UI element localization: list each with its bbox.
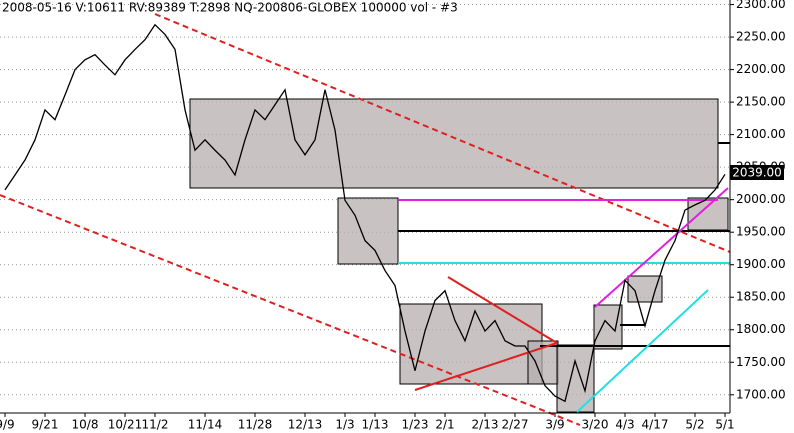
y-tick-label: 1900.00 (736, 257, 786, 271)
x-tick-label: 9/9 (0, 418, 15, 432)
x-tick-label: 1/23 (402, 418, 429, 432)
x-tick-label: 3/20 (582, 418, 609, 432)
x-tick-label: 10/21 (108, 418, 143, 432)
range-box (687, 197, 729, 231)
x-tick-label: 1/13 (362, 418, 389, 432)
y-tick-label: 2250.00 (736, 30, 786, 44)
chart-title: 2008-05-16 V:10611 RV:89389 T:2898 NQ-20… (2, 1, 458, 15)
y-tick-label: 1850.00 (736, 290, 786, 304)
range-box (593, 304, 623, 350)
last-price-box (730, 165, 784, 180)
channel-line (576, 289, 709, 413)
triangle-line (414, 342, 558, 391)
x-tick-label: 11/14 (188, 418, 223, 432)
trend-line (154, 13, 731, 253)
x-tick-label: 2/1 (435, 418, 454, 432)
x-tick-label: 11/28 (238, 418, 273, 432)
range-box (337, 197, 399, 265)
price-line (4, 23, 726, 403)
drawings (0, 13, 731, 426)
x-tick-label: 12/13 (288, 418, 323, 432)
x-tick-label: 11/2 (142, 418, 169, 432)
trend-line (0, 194, 581, 426)
x-tick-label: 9/21 (32, 418, 59, 432)
triangle-line (447, 276, 558, 344)
y-tick-label: 2200.00 (736, 62, 786, 76)
y-tick-label: 2300.00 (736, 0, 786, 11)
y-tick-label: 1700.00 (736, 387, 786, 401)
y-tick-label: 1750.00 (736, 355, 786, 369)
y-tick-label: 1950.00 (736, 225, 786, 239)
y-tick-label: 2150.00 (736, 95, 786, 109)
x-tick-label: 2/27 (502, 418, 529, 432)
x-tick-label: 5/2 (685, 418, 704, 432)
x-tick-label: 5/1 (715, 418, 734, 432)
range-box (189, 98, 719, 189)
channel-line (594, 187, 729, 308)
x-tick-label: 4/17 (642, 418, 669, 432)
y-tick-label: 2100.00 (736, 127, 786, 141)
x-tick-label: 10/8 (72, 418, 99, 432)
x-tick-label: 4/3 (615, 418, 634, 432)
range-box (527, 340, 559, 385)
x-tick-label: 3/9 (545, 418, 564, 432)
y-tick-label: 1800.00 (736, 322, 786, 336)
y-tick-label: 2000.00 (736, 192, 786, 206)
x-tick-label: 2/13 (472, 418, 499, 432)
last-price-label: 2039.00 (732, 166, 782, 180)
x-tick-label: 1/3 (335, 418, 354, 432)
